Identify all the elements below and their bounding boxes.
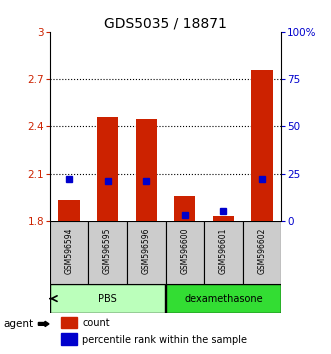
Bar <box>97 117 118 221</box>
Bar <box>204 221 243 284</box>
Text: dexamethasone: dexamethasone <box>184 293 263 304</box>
Text: GSM596600: GSM596600 <box>180 228 189 274</box>
Bar <box>252 70 273 221</box>
Bar <box>213 216 234 221</box>
Bar <box>88 221 127 284</box>
Bar <box>243 221 281 284</box>
Text: PBS: PBS <box>98 293 117 304</box>
Text: GSM596596: GSM596596 <box>142 228 151 274</box>
Bar <box>61 333 77 345</box>
Bar <box>50 284 166 313</box>
Bar <box>174 196 195 221</box>
Text: count: count <box>82 318 110 328</box>
Text: GSM596602: GSM596602 <box>258 228 266 274</box>
Bar <box>136 119 157 221</box>
Text: agent: agent <box>3 319 33 329</box>
Text: GSM596594: GSM596594 <box>65 228 73 274</box>
Text: percentile rank within the sample: percentile rank within the sample <box>82 335 247 344</box>
Text: GSM596601: GSM596601 <box>219 228 228 274</box>
Bar <box>50 221 88 284</box>
Bar <box>166 221 204 284</box>
Bar <box>127 221 166 284</box>
Text: GSM596595: GSM596595 <box>103 228 112 274</box>
Bar <box>166 284 281 313</box>
Title: GDS5035 / 18871: GDS5035 / 18871 <box>104 17 227 31</box>
Bar <box>61 317 77 329</box>
Bar <box>58 200 79 221</box>
